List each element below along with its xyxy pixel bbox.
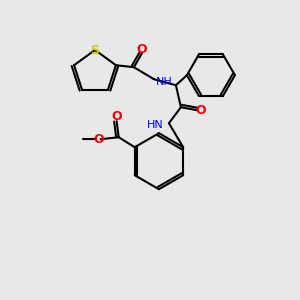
Text: O: O: [111, 110, 122, 123]
Text: O: O: [136, 43, 147, 56]
Text: HN: HN: [147, 120, 164, 130]
Text: S: S: [91, 44, 100, 56]
Text: O: O: [196, 104, 206, 117]
Text: NH: NH: [156, 77, 173, 87]
Text: O: O: [93, 133, 104, 146]
